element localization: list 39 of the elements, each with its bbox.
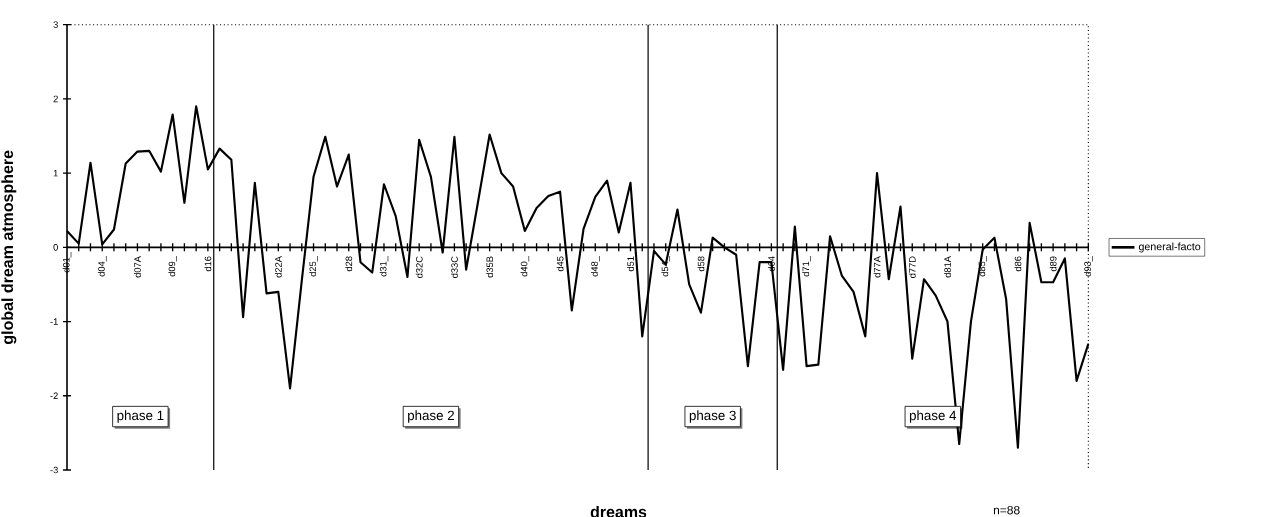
x-tick-label: d77D (908, 256, 916, 278)
x-tick-label: d32C (415, 256, 423, 278)
x-tick-label: d04_ (97, 255, 107, 277)
y-tick-label: -2 (50, 392, 58, 400)
annotation: phase 1 (117, 410, 164, 423)
x-tick-label: d86 (1014, 256, 1022, 272)
x-tick-label: d35B (486, 256, 494, 278)
y-tick-label: 0 (53, 244, 58, 251)
x-tick-label: d33C (450, 256, 458, 278)
x-axis-title: dreams (590, 505, 647, 517)
annotation: phase 4 (909, 410, 957, 423)
x-tick-label: d58 (697, 256, 705, 272)
annotation: phase 2 (408, 410, 454, 423)
x-tick-label: d93_ (1084, 255, 1093, 277)
y-axis-title: global dream atmosphere (1, 150, 17, 345)
annotation: phase 3 (689, 410, 736, 423)
y-tick-label: 1 (53, 169, 58, 177)
x-tick-label: d28 (345, 256, 353, 272)
x-tick-label: d89 (1049, 256, 1057, 272)
y-tick-label: -3 (50, 466, 58, 474)
x-tick-label: d81A (944, 256, 951, 278)
x-tick-label: d51 (627, 256, 634, 272)
x-tick-label: d07A (134, 256, 141, 278)
x-tick-label: d01_ (62, 251, 72, 273)
x-tick-label: d09_ (168, 255, 177, 277)
x-tick-label: d45 (556, 256, 564, 272)
x-tick-label: d71_ (802, 255, 811, 277)
x-tick-label: d16 (204, 256, 212, 272)
y-tick-label: 2 (53, 95, 58, 103)
x-tick-label: d48_ (590, 255, 600, 277)
x-tick-label: d22A (274, 256, 282, 278)
text: n=88 (993, 505, 1020, 515)
x-tick-label: d25_ (309, 255, 318, 277)
x-tick-label: d77A (873, 256, 881, 278)
x-tick-label: d40_ (520, 255, 530, 277)
x-tick-label: d31_ (379, 255, 389, 277)
y-tick-label: -1 (50, 318, 58, 325)
legend-label: general-facto (1138, 242, 1201, 253)
y-tick-label: 3 (53, 21, 58, 28)
